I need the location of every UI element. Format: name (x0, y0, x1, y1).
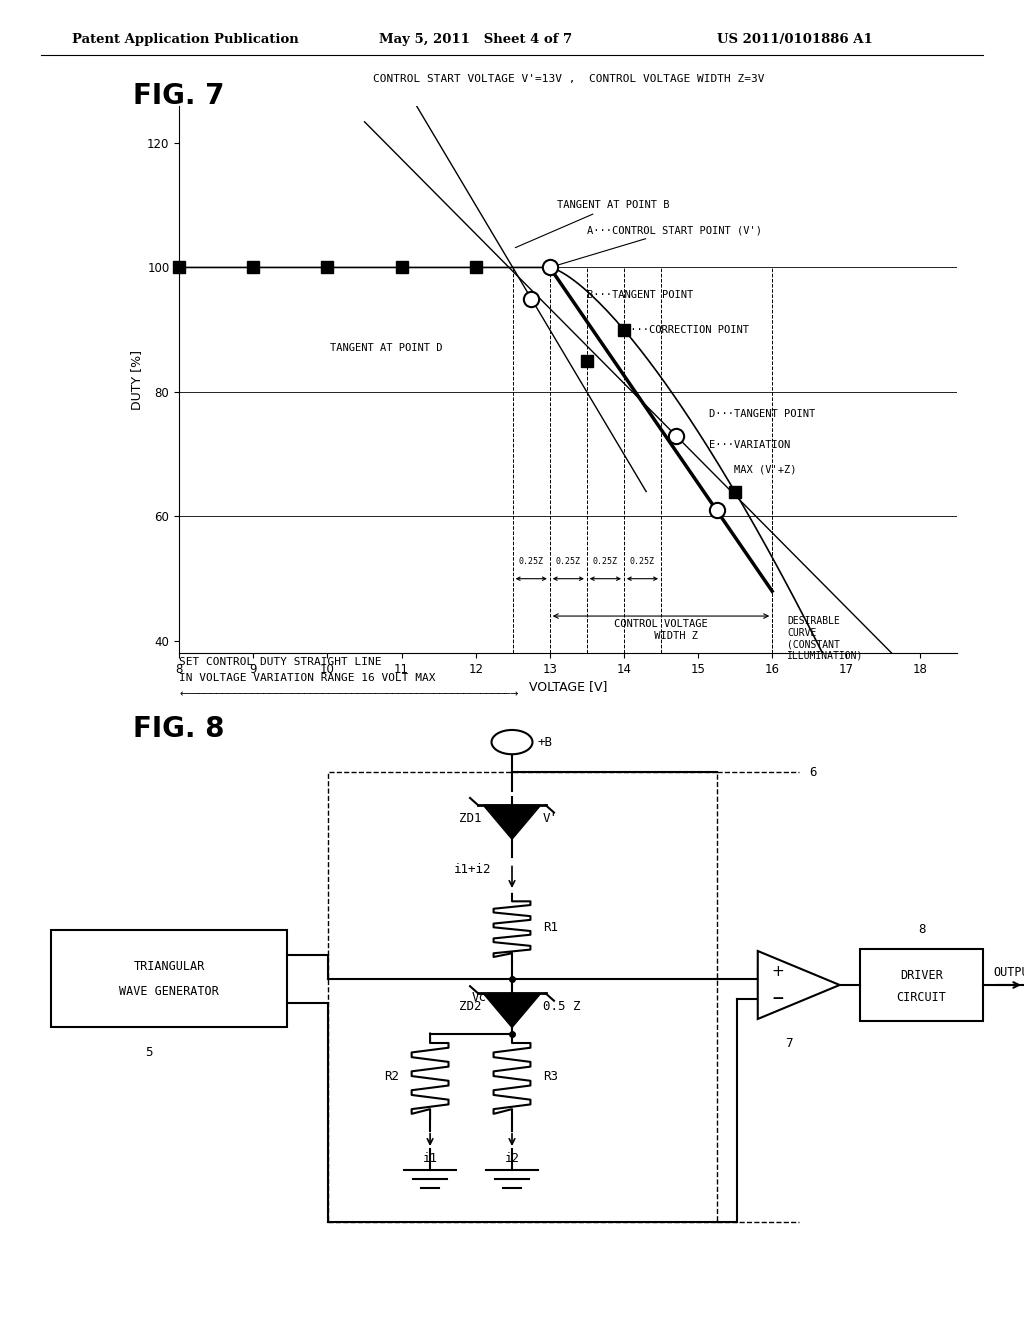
Text: WAVE GENERATOR: WAVE GENERATOR (119, 985, 219, 998)
Text: FIG. 8: FIG. 8 (133, 714, 224, 743)
Text: −: − (772, 991, 784, 1006)
Text: R3: R3 (543, 1069, 558, 1082)
Polygon shape (483, 805, 541, 840)
Text: ZD1: ZD1 (459, 812, 481, 825)
Text: B···TANGENT POINT: B···TANGENT POINT (587, 290, 693, 301)
Text: OUTPUT: OUTPUT (993, 966, 1024, 979)
Text: i1+i2: i1+i2 (454, 863, 492, 876)
Text: +: + (772, 964, 784, 979)
Text: Patent Application Publication: Patent Application Publication (72, 33, 298, 46)
Text: 0.5 Z: 0.5 Z (543, 999, 581, 1012)
Text: 6: 6 (809, 766, 816, 779)
Text: TRIANGULAR: TRIANGULAR (133, 960, 205, 973)
Text: IN VOLTAGE VARIATION RANGE 16 VOLT MAX: IN VOLTAGE VARIATION RANGE 16 VOLT MAX (179, 673, 435, 684)
Text: 8: 8 (918, 924, 926, 936)
Text: i1: i1 (423, 1152, 437, 1166)
Text: i2: i2 (505, 1152, 519, 1166)
Text: 7: 7 (784, 1038, 793, 1051)
Text: SET CONTROL DUTY STRAIGHT LINE: SET CONTROL DUTY STRAIGHT LINE (179, 657, 382, 668)
Text: TANGENT AT POINT D: TANGENT AT POINT D (331, 343, 443, 354)
Text: TANGENT AT POINT B: TANGENT AT POINT B (515, 201, 670, 248)
Polygon shape (483, 994, 541, 1027)
Text: 5: 5 (144, 1045, 153, 1059)
Text: V': V' (543, 812, 558, 825)
Text: C···CORRECTION POINT: C···CORRECTION POINT (624, 325, 749, 335)
X-axis label: VOLTAGE [V]: VOLTAGE [V] (529, 680, 607, 693)
Text: CONTROL VOLTAGE
     WIDTH Z: CONTROL VOLTAGE WIDTH Z (614, 619, 708, 640)
Text: 0.25Z: 0.25Z (519, 557, 544, 566)
Text: E···VARIATION: E···VARIATION (710, 440, 791, 450)
Text: D···TANGENT POINT: D···TANGENT POINT (710, 409, 815, 418)
Text: May 5, 2011   Sheet 4 of 7: May 5, 2011 Sheet 4 of 7 (379, 33, 572, 46)
Text: CIRCUIT: CIRCUIT (897, 990, 946, 1003)
Text: ←───────────────────────────────────────────────────────→: ←───────────────────────────────────────… (179, 689, 518, 700)
Y-axis label: DUTY [%]: DUTY [%] (130, 350, 143, 409)
Text: A···CONTROL START POINT (V'): A···CONTROL START POINT (V') (553, 226, 762, 267)
Text: R2: R2 (384, 1069, 399, 1082)
Text: DRIVER: DRIVER (900, 969, 943, 982)
Text: ZD2: ZD2 (459, 999, 481, 1012)
Text: 0.25Z: 0.25Z (556, 557, 581, 566)
Text: CONTROL START VOLTAGE V'=13V ,  CONTROL VOLTAGE WIDTH Z=3V: CONTROL START VOLTAGE V'=13V , CONTROL V… (373, 74, 764, 83)
Text: R1: R1 (543, 921, 558, 933)
Text: US 2011/0101886 A1: US 2011/0101886 A1 (717, 33, 872, 46)
Circle shape (492, 730, 532, 754)
Text: +B: +B (538, 735, 553, 748)
Text: MAX (V'+Z): MAX (V'+Z) (710, 465, 797, 475)
Text: DESIRABLE
CURVE
(CONSTANT
ILLUMINATION): DESIRABLE CURVE (CONSTANT ILLUMINATION) (787, 616, 863, 661)
Text: 0.25Z: 0.25Z (630, 557, 655, 566)
Text: 0.25Z: 0.25Z (593, 557, 617, 566)
Text: FIG. 7: FIG. 7 (133, 82, 224, 110)
Text: Vc: Vc (471, 991, 486, 1005)
Polygon shape (758, 950, 840, 1019)
